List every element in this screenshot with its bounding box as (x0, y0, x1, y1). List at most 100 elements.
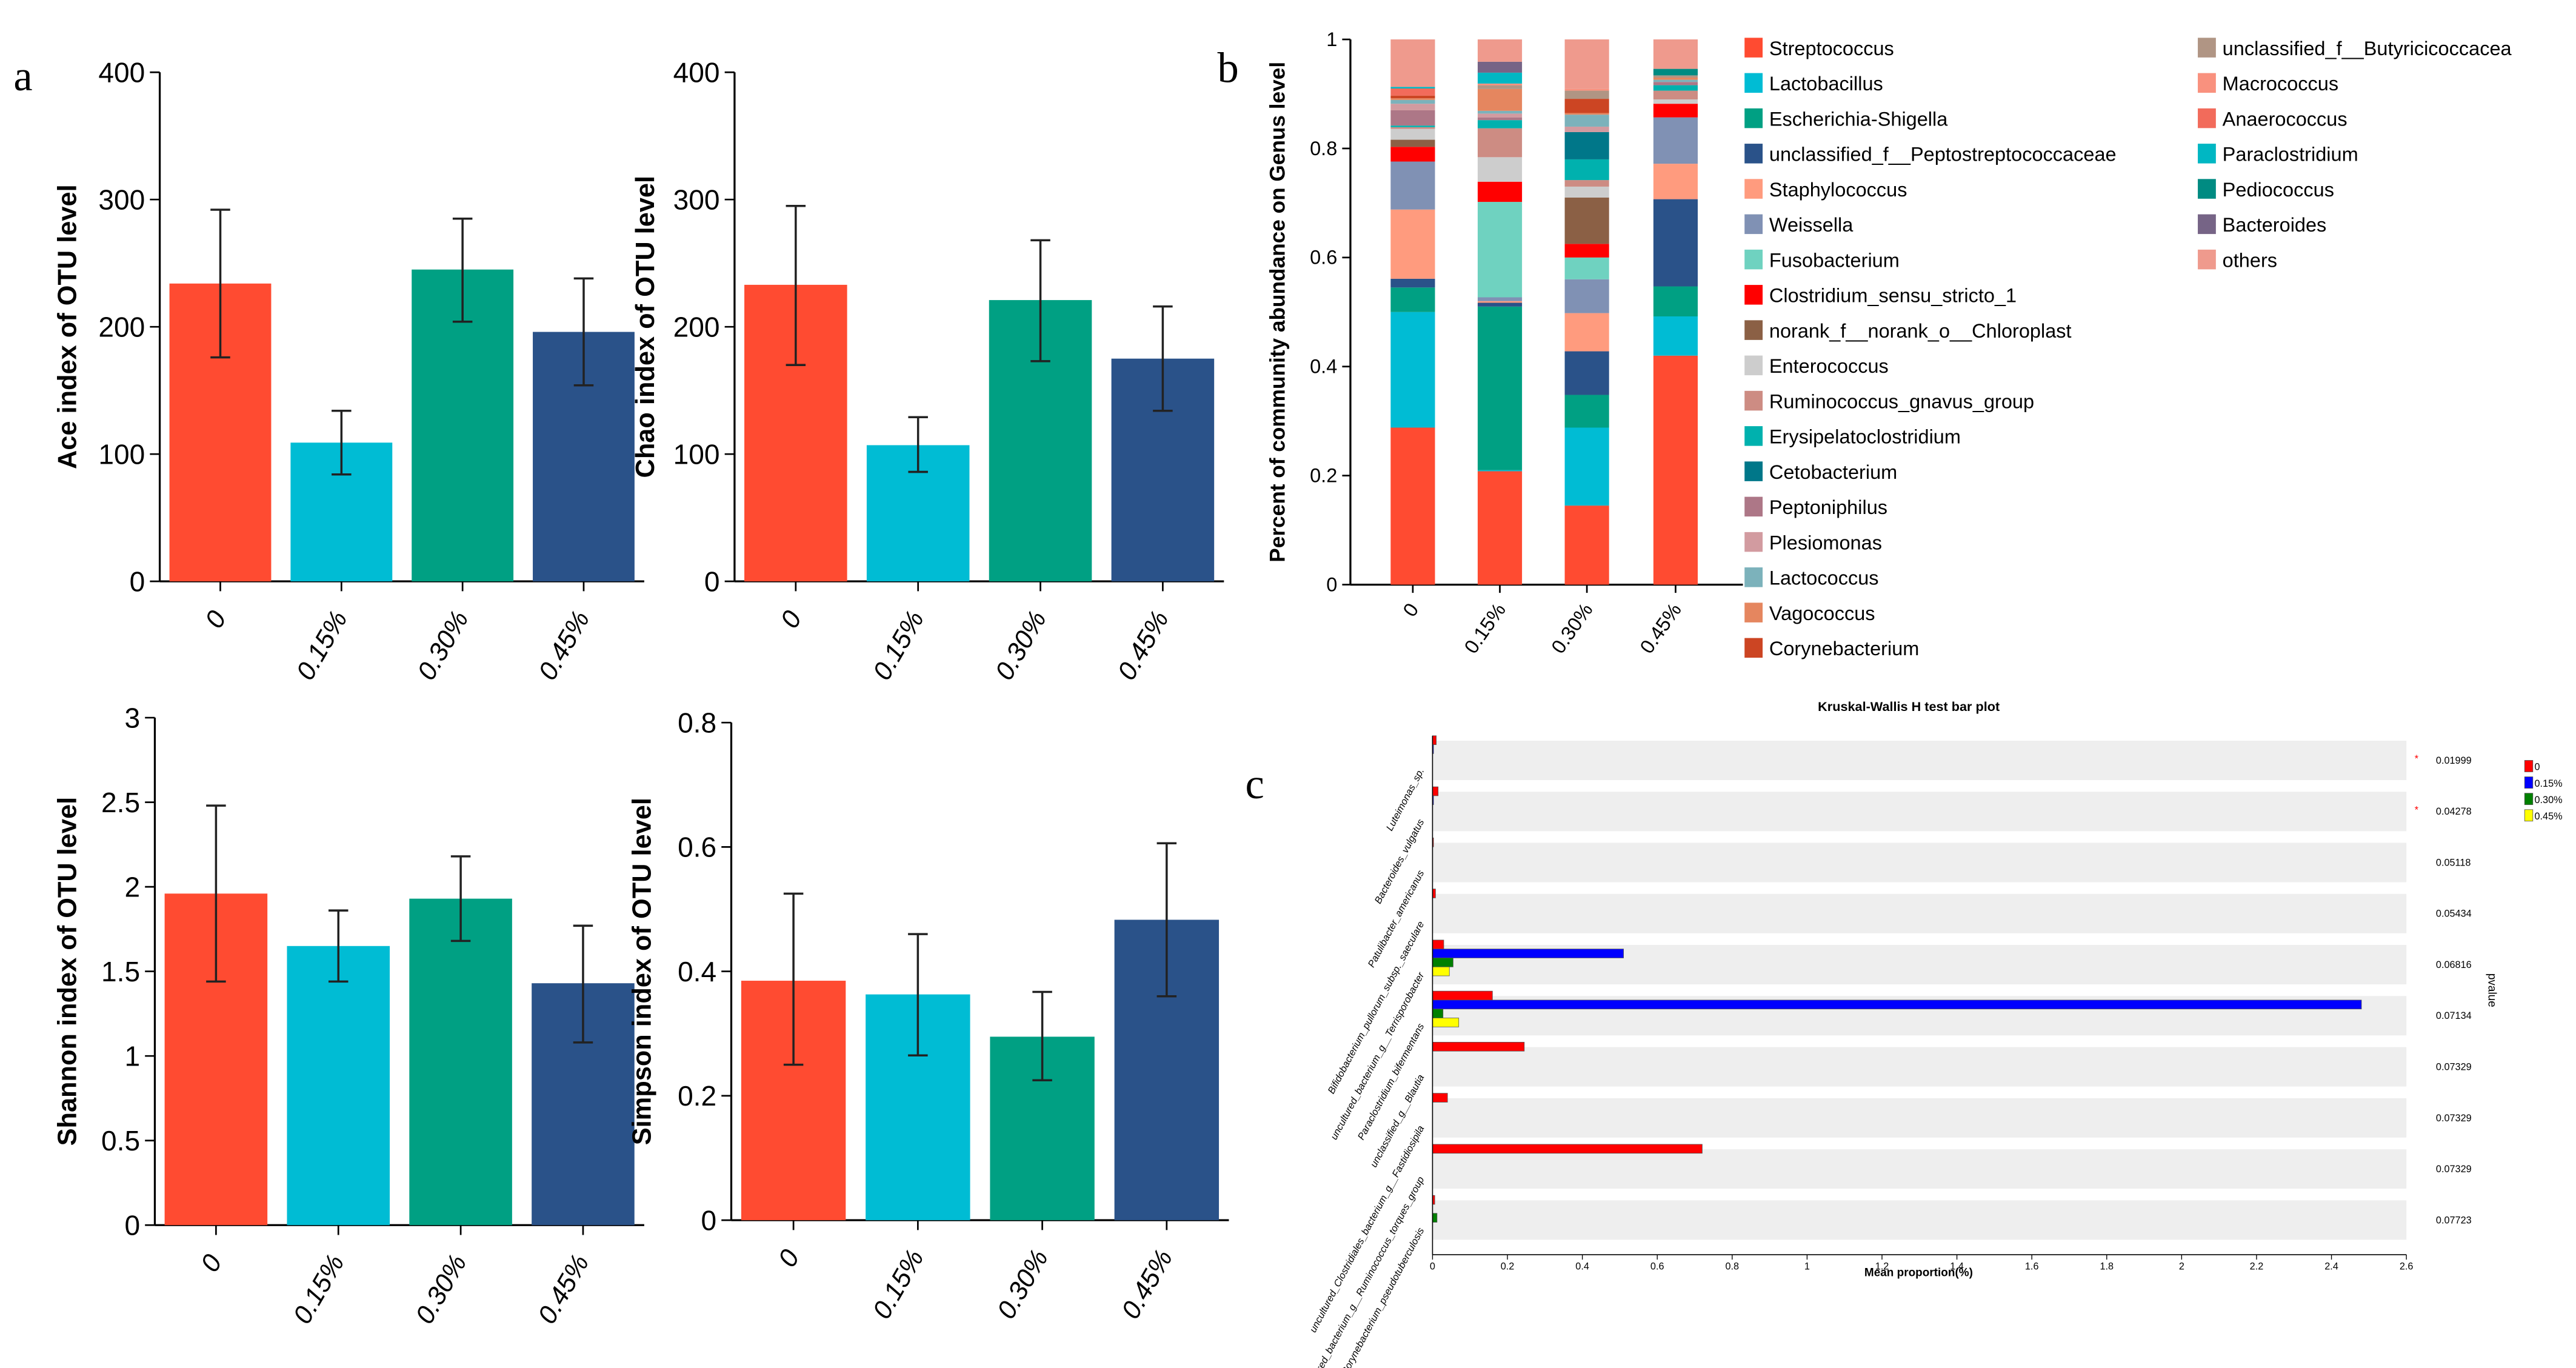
legend-swatch-Erysipelatoclostridium (1744, 426, 1763, 446)
legend-label: Anaerococcus (2223, 108, 2347, 130)
legend-swatch-Paraclostridium (2198, 144, 2216, 164)
segment-Fusobacterium (1477, 202, 1523, 298)
segment-norank_f__norank_o__Chloroplast (1564, 197, 1609, 244)
legend-label: 0.45% (2534, 811, 2562, 822)
segment-Bacteroides (1477, 61, 1523, 73)
y-tick-label: 1.5 (101, 956, 140, 987)
legend-label: Ruminococcus_gnavus_group (1769, 390, 2034, 412)
community-chart: 0 0.2 0.4 0.6 0.8 1 Percent of community abund… (1266, 28, 2512, 659)
segment-unclassified_f__Butyricicoccacea (1564, 90, 1609, 99)
legend-swatch-0.15% (2524, 776, 2534, 789)
segment-Lactobacillus (1564, 427, 1609, 506)
legend-label: Corynebacterium (1769, 638, 1919, 659)
y-tick-label: 100 (673, 438, 720, 470)
bar-0.15% (1432, 999, 2362, 1010)
segment-others (1653, 39, 1698, 69)
segment-Clostridium_sensu_stricto_1 (1477, 181, 1523, 202)
segment-others (1477, 39, 1523, 62)
ace-chart: 0 100 200 300 400 Ace index of OTU level 0 0.15… (53, 56, 644, 685)
chao-chart: 0 100 200 300 400 Chao index of OTU level 0 0.1… (631, 56, 1224, 685)
legend-label: Pediococcus (2223, 179, 2334, 201)
bar-0 (1432, 1042, 1525, 1052)
p-value: 0.07723 (2436, 1215, 2472, 1226)
segment-Enterococcus (1653, 99, 1698, 104)
pvalue-axis-title: pvalue (2486, 973, 2498, 1007)
y-tick-label: 0.8 (1310, 138, 1337, 159)
y-tick-label: 0 (1326, 573, 1337, 595)
y-tick-label: 1 (1326, 28, 1337, 50)
bar-0.15% (287, 946, 390, 1226)
legend-swatch-0.30% (2524, 793, 2534, 806)
legend-swatch-0.45% (2524, 809, 2534, 822)
x-tick-label: 0.45% (533, 606, 595, 685)
x-tick-label: 2 (2179, 1261, 2184, 1272)
segment-Staphylococcus (1477, 301, 1523, 303)
y-tick-label: 0.8 (678, 707, 716, 738)
legend-label: unclassified_f__Butyricicoccacea (2223, 38, 2512, 59)
legend-label: Vagococcus (1769, 602, 1875, 624)
panel-label-b: b (1217, 44, 1238, 92)
y-tick-label: 400 (98, 56, 145, 88)
legend-swatch-Ruminococcus_gnavus_group (1744, 390, 1763, 411)
segment-unclassified_f__Peptostreptococcaceae (1477, 302, 1523, 307)
segment-Lactococcus (1564, 115, 1609, 127)
segment-Lactococcus (1477, 110, 1523, 114)
y-tick-label: 2 (124, 871, 140, 903)
legend-swatch-Escherichia-Shigella (1744, 108, 1763, 128)
simpson-chart: 0 0.2 0.4 0.6 0.8 Simpson index of OTU level 0… (628, 707, 1229, 1324)
legend-swatch-Cetobacterium (1744, 461, 1763, 481)
legend-swatch-Bacteroides (2198, 214, 2216, 235)
segment-unclassified_f__Butyricicoccacea (1477, 85, 1523, 89)
segment-Weissella (1653, 117, 1698, 164)
x-tick-label: 0.2 (1501, 1261, 1515, 1272)
x-tick-label: 0.4 (1575, 1261, 1589, 1272)
legend-swatch-Anaerococcus (2198, 108, 2216, 128)
x-tick-label: 0.15% (867, 1245, 930, 1324)
legend-label: Lactobacillus (1769, 73, 1883, 95)
segment-Erysipelatoclostridium (1390, 125, 1435, 127)
y-tick-label: 200 (673, 311, 720, 342)
row-band (1432, 792, 2407, 832)
segment-Erysipelatoclostridium (1653, 85, 1698, 91)
segment-Plesiomonas (1564, 126, 1609, 132)
segment-norank_f__norank_o__Chloroplast (1390, 139, 1435, 147)
legend-swatch-Lactobacillus (1744, 73, 1763, 93)
segment-Lactobacillus (1477, 470, 1523, 472)
panel-label-c: c (1246, 761, 1264, 808)
segment-Vagococcus (1477, 88, 1523, 111)
segment-Anaerococcus (1390, 88, 1435, 96)
x-tick-label: 2.6 (2400, 1261, 2414, 1272)
legend-swatch-unclassified_f__Butyricicoccacea (2198, 38, 2216, 58)
legend-label: Fusobacterium (1769, 249, 1900, 271)
segment-unclassified_f__Peptostreptococcaceae (1390, 278, 1435, 288)
segment-Peptoniphilus (1653, 82, 1698, 85)
legend-swatch-Weissella (1744, 214, 1763, 235)
segment-Ruminococcus_gnavus_group (1477, 128, 1523, 158)
segment-Pediococcus (1653, 68, 1698, 76)
segment-Lactococcus (1390, 99, 1435, 104)
x-tick-label: 0 (773, 1245, 806, 1272)
p-value: 0.05434 (2436, 909, 2472, 919)
segment-Plesiomonas (1390, 104, 1435, 110)
bar-0.45% (1432, 966, 1450, 976)
row-band (1432, 842, 2407, 883)
x-tick-label: 0.30% (412, 606, 475, 685)
legend-label: Escherichia-Shigella (1769, 108, 1948, 130)
legend-swatch-Enterococcus (1744, 355, 1763, 376)
segment-Peptoniphilus (1390, 110, 1435, 126)
bar-0 (1432, 1093, 1448, 1103)
legend-label: Erysipelatoclostridium (1769, 426, 1961, 448)
legend-swatch-norank_f__norank_o__Chloroplast (1744, 320, 1763, 340)
y-tick-label: 0 (124, 1210, 140, 1241)
segment-Lactobacillus (1653, 316, 1698, 356)
p-value: 0.07329 (2436, 1061, 2472, 1072)
y-tick-label: 0.2 (1310, 465, 1337, 487)
x-tick-label: 0.45% (532, 1250, 595, 1329)
legend-swatch-Corynebacterium (1744, 638, 1763, 658)
row-label: Patulibacter_americanus (1366, 869, 1427, 969)
segment-Clostridium_sensu_stricto_1 (1564, 244, 1609, 258)
kruskal-chart: Kruskal-Wallis H test bar plot0.01999*Lu… (1300, 699, 2563, 1368)
legend-label: Peptoniphilus (1769, 496, 1887, 518)
chart-title: Kruskal-Wallis H test bar plot (1818, 699, 2000, 714)
